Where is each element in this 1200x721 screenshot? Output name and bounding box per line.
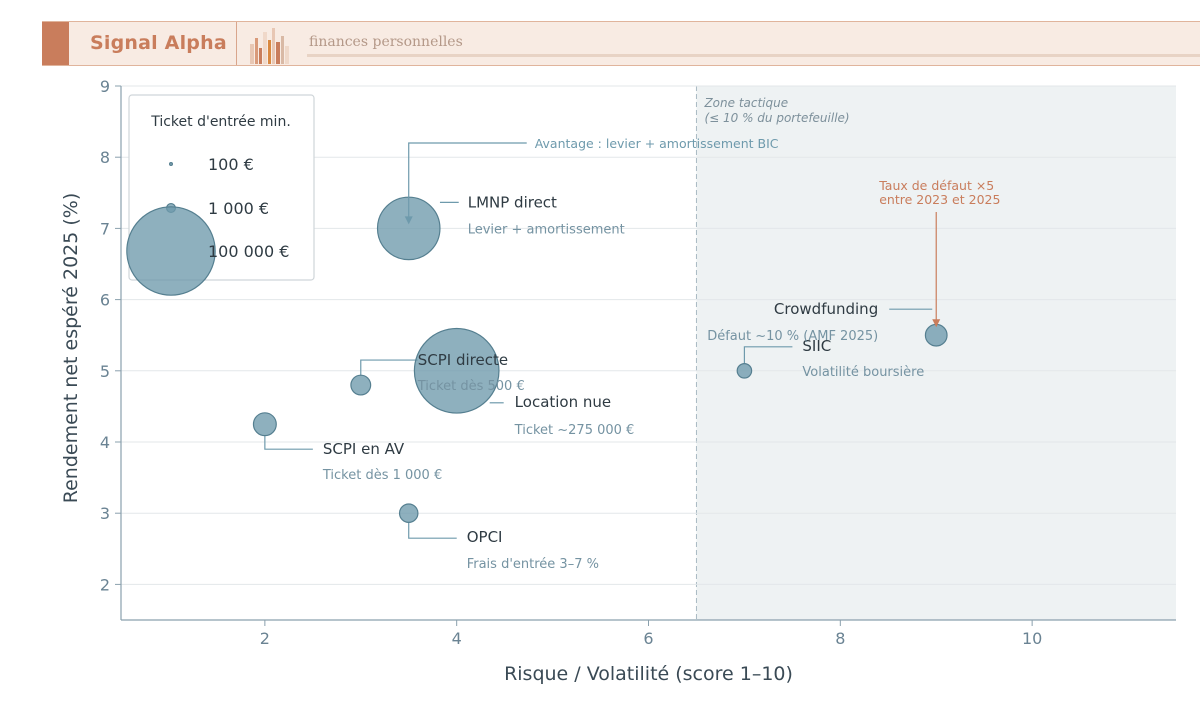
x-axis-title: Risque / Volatilité (score 1–10) bbox=[504, 663, 793, 685]
point-sublabel: Levier + amortissement bbox=[468, 222, 625, 237]
legend-label: 100 € bbox=[208, 155, 254, 174]
point-sublabel: Volatilité boursière bbox=[802, 365, 924, 380]
bubble-point bbox=[350, 374, 372, 396]
point-label: Location nue bbox=[515, 393, 611, 411]
point-sublabel: Ticket dès 500 € bbox=[417, 379, 525, 394]
point-sublabel: Défaut ~10 % (AMF 2025) bbox=[707, 329, 878, 344]
annotation-default-rate: Taux de défaut ×5 bbox=[878, 178, 994, 193]
y-tick-label: 6 bbox=[100, 291, 110, 310]
y-axis-title: Rendement net espéré 2025 (%) bbox=[60, 193, 82, 504]
point-label: Crowdfunding bbox=[774, 300, 878, 318]
point-sublabel: Ticket ~275 000 € bbox=[514, 423, 635, 438]
y-tick-label: 2 bbox=[100, 575, 110, 594]
x-tick-label: 8 bbox=[835, 629, 845, 648]
leader-line bbox=[264, 435, 313, 450]
point-label: LMNP direct bbox=[468, 193, 557, 211]
y-tick-label: 3 bbox=[100, 504, 110, 523]
y-tick-label: 9 bbox=[100, 77, 110, 96]
x-tick-label: 4 bbox=[452, 629, 462, 648]
annotation-lmnp: Avantage : levier + amortissement BIC bbox=[535, 136, 779, 151]
bubble-point bbox=[736, 362, 753, 379]
zone-sublabel: (≤ 10 % du portefeuille) bbox=[704, 111, 849, 125]
header-banner: Signal Alpha finances personnelles bbox=[42, 21, 1200, 66]
point-sublabel: Ticket dès 1 000 € bbox=[322, 468, 442, 483]
brand-name: Signal Alpha bbox=[90, 32, 227, 54]
leader-line bbox=[360, 359, 418, 376]
zone-label: Zone tactique bbox=[703, 96, 788, 110]
legend-label: 100 000 € bbox=[208, 242, 289, 261]
bubble-point bbox=[398, 503, 419, 523]
point-label: SIIC bbox=[802, 337, 831, 355]
x-tick-label: 10 bbox=[1022, 629, 1042, 648]
annotation-arrowhead-orange bbox=[932, 319, 941, 328]
x-tick-label: 2 bbox=[260, 629, 270, 648]
legend-marker bbox=[169, 162, 174, 167]
tactical-zone bbox=[696, 86, 1176, 620]
annotation-default-period: entre 2023 et 2025 bbox=[879, 192, 1000, 207]
point-label: SCPI en AV bbox=[323, 440, 405, 458]
y-tick-label: 5 bbox=[100, 362, 110, 381]
annotation-arrow bbox=[408, 142, 527, 221]
bubble-point bbox=[252, 412, 277, 437]
header-rule bbox=[307, 54, 1200, 57]
point-label: SCPI directe bbox=[418, 351, 508, 369]
bar-chart-logo-icon bbox=[250, 28, 289, 64]
header-separator bbox=[236, 22, 237, 65]
bubble-point bbox=[924, 323, 948, 347]
bubble-point bbox=[413, 327, 500, 414]
brand-accent-block bbox=[42, 22, 69, 65]
y-tick-label: 8 bbox=[100, 148, 110, 167]
y-tick-label: 4 bbox=[100, 433, 110, 452]
annotation-arrowhead bbox=[404, 216, 413, 225]
point-sublabel: Frais d'entrée 3–7 % bbox=[467, 557, 599, 572]
leader-line bbox=[743, 346, 793, 364]
legend-title: Ticket d'entrée min. bbox=[150, 114, 291, 130]
tagline: finances personnelles bbox=[309, 34, 463, 50]
point-label: OPCI bbox=[467, 528, 503, 546]
y-tick-label: 7 bbox=[100, 219, 110, 238]
leader-line bbox=[408, 522, 457, 539]
x-tick-label: 6 bbox=[643, 629, 653, 648]
legend-marker bbox=[126, 206, 216, 296]
legend-label: 1 000 € bbox=[208, 199, 269, 218]
